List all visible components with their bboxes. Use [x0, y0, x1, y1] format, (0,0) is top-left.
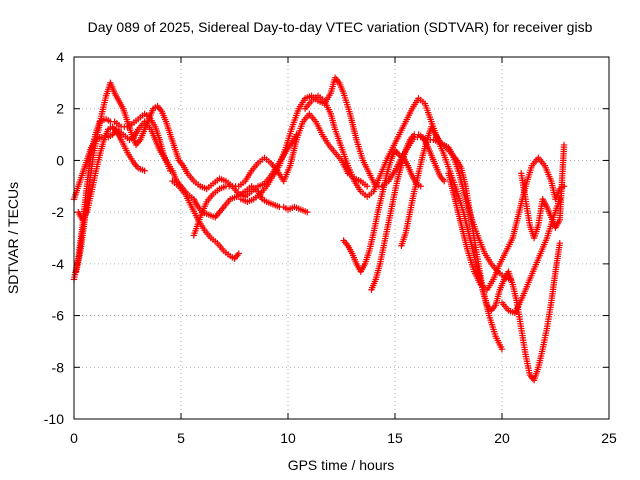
- data-point: [498, 345, 506, 353]
- plot-frame: [73, 56, 610, 420]
- data-series: [368, 131, 448, 293]
- data-series-layer: [70, 74, 568, 384]
- data-point: [556, 239, 563, 247]
- data-point: [417, 183, 424, 190]
- x-tick-label: 25: [601, 430, 617, 446]
- data-point: [560, 141, 568, 149]
- data-series: [398, 123, 563, 384]
- y-tick-label: -6: [52, 308, 65, 324]
- data-point: [167, 167, 174, 174]
- x-tick-labels: 0 5 10 15 20 25: [70, 430, 617, 446]
- data-series: [190, 110, 371, 239]
- y-tick-label: -4: [52, 256, 65, 272]
- x-tick-label: 5: [177, 430, 185, 446]
- y-tick-label: 2: [56, 101, 64, 117]
- x-tick-label: 15: [387, 430, 403, 446]
- y-tick-labels: 4 2 0 -2 -4 -6 -8 -10: [44, 49, 64, 427]
- y-tick-label: -10: [44, 411, 64, 427]
- data-point: [304, 208, 311, 216]
- data-series: [498, 196, 563, 317]
- x-tick-label: 20: [494, 430, 510, 446]
- data-point: [141, 167, 148, 174]
- y-axis-label: SDTVAR / TECUs: [5, 182, 21, 294]
- y-tick-label: -2: [52, 204, 65, 220]
- x-axis-label: GPS time / hours: [288, 457, 395, 473]
- x-tick-label: 0: [70, 430, 78, 446]
- y-tick-label: 4: [56, 49, 64, 65]
- data-series: [75, 123, 148, 224]
- data-point: [235, 250, 242, 257]
- y-tick-label: 0: [56, 152, 64, 168]
- data-point: [441, 177, 448, 185]
- data-series: [70, 110, 174, 283]
- chart-title: Day 089 of 2025, Sidereal Day-to-day VTE…: [88, 19, 593, 35]
- x-tick-label: 10: [280, 430, 296, 446]
- grid-lines: [74, 57, 609, 419]
- y-tick-label: -8: [52, 359, 65, 375]
- data-series: [445, 154, 568, 293]
- data-series: [169, 177, 242, 262]
- data-point: [556, 196, 563, 203]
- data-point: [363, 183, 371, 190]
